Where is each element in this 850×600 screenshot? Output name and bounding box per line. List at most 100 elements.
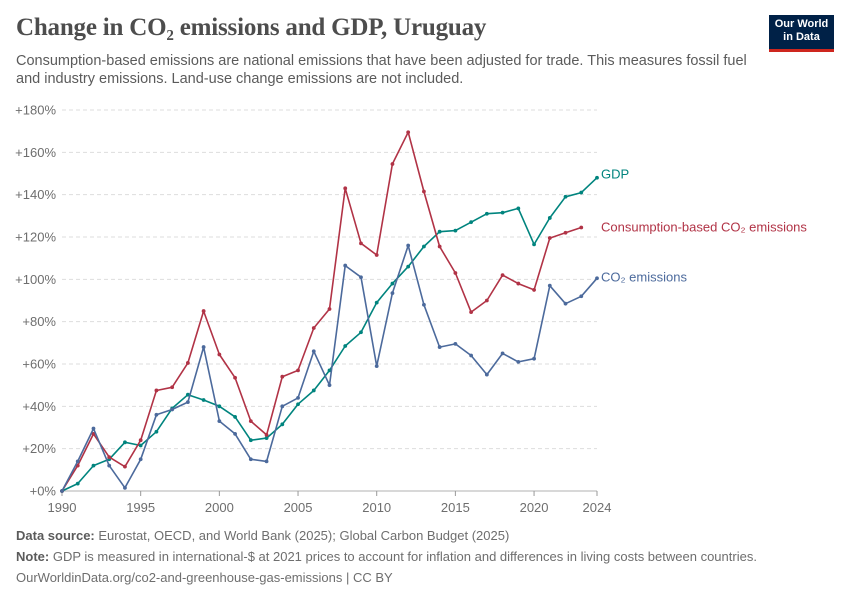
data-point[interactable] — [75, 459, 80, 464]
data-point[interactable] — [563, 194, 568, 199]
data-point[interactable] — [500, 273, 505, 277]
data-point[interactable] — [422, 244, 426, 249]
data-point[interactable] — [248, 419, 253, 424]
data-point[interactable] — [500, 210, 505, 215]
data-point[interactable] — [296, 368, 300, 373]
data-point[interactable] — [406, 243, 411, 248]
data-point[interactable] — [280, 404, 285, 409]
data-point[interactable] — [437, 244, 442, 249]
data-point[interactable] — [390, 281, 395, 286]
data-point[interactable] — [201, 309, 206, 313]
data-point[interactable] — [500, 351, 505, 356]
data-point[interactable] — [563, 301, 568, 306]
data-point[interactable] — [185, 392, 190, 397]
data-point[interactable] — [359, 330, 363, 335]
data-point[interactable] — [248, 457, 253, 462]
data-point[interactable] — [311, 326, 316, 330]
series-line[interactable] — [61, 177, 598, 492]
data-point[interactable] — [469, 310, 474, 315]
data-point[interactable] — [280, 422, 285, 427]
data-point[interactable] — [201, 345, 206, 349]
data-point[interactable] — [91, 431, 96, 436]
data-point[interactable] — [217, 352, 222, 357]
data-point[interactable] — [264, 459, 269, 464]
data-point[interactable] — [516, 206, 521, 211]
data-point[interactable] — [123, 485, 127, 490]
series-label[interactable]: GDP — [601, 167, 629, 182]
data-point[interactable] — [469, 220, 474, 225]
data-point[interactable] — [437, 229, 442, 234]
data-point[interactable] — [484, 372, 489, 377]
data-point[interactable] — [563, 230, 568, 235]
data-point[interactable] — [547, 216, 552, 220]
data-point[interactable] — [311, 349, 316, 354]
data-point[interactable] — [343, 186, 348, 191]
data-point[interactable] — [390, 162, 395, 166]
data-point[interactable] — [233, 375, 237, 380]
data-point[interactable] — [374, 300, 379, 305]
series-line[interactable] — [61, 131, 582, 492]
data-point[interactable] — [374, 364, 379, 369]
data-point[interactable] — [170, 385, 175, 390]
data-point[interactable] — [138, 443, 143, 448]
data-point[interactable] — [484, 298, 489, 303]
data-point[interactable] — [359, 275, 363, 280]
owid-logo[interactable]: Our World in Data — [769, 15, 834, 52]
data-point[interactable] — [60, 489, 64, 493]
data-point[interactable] — [264, 436, 269, 440]
data-point[interactable] — [311, 388, 316, 393]
data-point[interactable] — [437, 345, 442, 349]
data-point[interactable] — [91, 463, 96, 468]
data-point[interactable] — [123, 440, 127, 445]
data-point[interactable] — [595, 276, 599, 281]
data-point[interactable] — [343, 263, 348, 268]
data-point[interactable] — [154, 412, 159, 417]
series-label[interactable]: CO₂ emissions — [601, 269, 687, 284]
data-point[interactable] — [217, 404, 222, 409]
data-point[interactable] — [185, 361, 190, 365]
data-point[interactable] — [264, 433, 269, 437]
data-point[interactable] — [138, 457, 143, 462]
data-point[interactable] — [217, 419, 222, 424]
data-point[interactable] — [453, 271, 458, 275]
data-point[interactable] — [280, 374, 285, 379]
data-point[interactable] — [532, 288, 536, 292]
data-point[interactable] — [469, 353, 474, 358]
data-point[interactable] — [579, 190, 584, 195]
data-point[interactable] — [343, 344, 348, 348]
data-point[interactable] — [532, 356, 536, 361]
data-point[interactable] — [170, 407, 175, 412]
data-point[interactable] — [123, 464, 127, 469]
data-point[interactable] — [547, 236, 552, 240]
data-point[interactable] — [516, 359, 521, 364]
data-point[interactable] — [138, 438, 143, 443]
data-point[interactable] — [201, 398, 206, 402]
data-point[interactable] — [327, 368, 332, 373]
data-point[interactable] — [422, 302, 426, 307]
data-point[interactable] — [296, 402, 300, 407]
data-point[interactable] — [453, 341, 458, 346]
data-point[interactable] — [516, 281, 521, 286]
data-point[interactable] — [484, 211, 489, 216]
data-point[interactable] — [233, 431, 237, 436]
data-point[interactable] — [75, 481, 80, 486]
data-point[interactable] — [185, 400, 190, 404]
data-point[interactable] — [595, 175, 599, 180]
series-label[interactable]: Consumption-based CO₂ emissions — [601, 219, 807, 234]
data-point[interactable] — [453, 228, 458, 233]
source-url[interactable]: OurWorldinData.org/co2-and-greenhouse-ga… — [16, 570, 393, 585]
data-point[interactable] — [422, 189, 426, 194]
data-point[interactable] — [579, 294, 584, 299]
data-point[interactable] — [406, 264, 411, 269]
data-point[interactable] — [154, 429, 159, 434]
data-point[interactable] — [390, 291, 395, 295]
data-point[interactable] — [91, 426, 96, 431]
data-point[interactable] — [233, 415, 237, 419]
data-point[interactable] — [107, 455, 112, 460]
data-point[interactable] — [532, 242, 536, 247]
data-point[interactable] — [107, 463, 112, 468]
data-point[interactable] — [296, 395, 300, 400]
data-point[interactable] — [406, 130, 411, 135]
data-point[interactable] — [327, 307, 332, 311]
data-point[interactable] — [547, 283, 552, 288]
